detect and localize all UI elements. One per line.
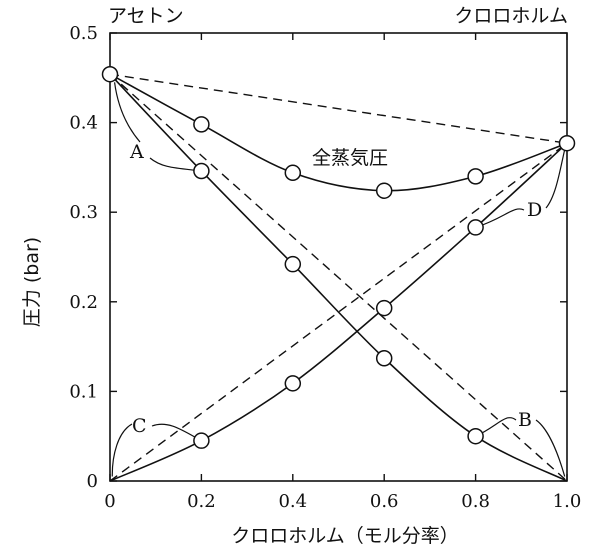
annotation-c-leader-left	[111, 423, 133, 477]
ideal-line-4	[109, 73, 568, 482]
points-layer	[101, 65, 576, 449]
x-tick-label: 0.8	[461, 491, 490, 512]
series-d-point	[375, 299, 393, 317]
x-tick-label: 0.6	[370, 491, 399, 512]
axes-layer: 0 0.2 0.4 0.6 0.8 1.0 0 0.1 0.2 0.3 0.4 0.5	[69, 23, 581, 512]
series-a-point	[284, 255, 302, 273]
annotation-d-leader-right	[545, 149, 566, 209]
x-tick-label: 0	[104, 491, 115, 512]
y-tick-label: 0.5	[69, 23, 98, 44]
series-d-point	[193, 432, 210, 449]
series-a-point	[467, 427, 484, 445]
x-tick-label: 0.4	[278, 491, 307, 512]
total-pressure-point	[467, 168, 484, 185]
plot-frame	[109, 32, 568, 482]
labels-layer: アセトン クロロホルム クロロホルム（モル分率） 圧力 (bar) A B C …	[21, 5, 568, 547]
annotation-d: D	[527, 199, 542, 221]
y-tick-label: 0.3	[69, 202, 98, 223]
total-pressure-point	[193, 116, 210, 133]
y-tick-label: 0	[87, 471, 98, 492]
endpoint-point-1	[558, 134, 576, 152]
series-d-point	[284, 375, 302, 392]
series-a-point	[193, 162, 210, 180]
x-tick-label: 1.0	[553, 491, 582, 512]
series-d-point	[467, 219, 484, 236]
annotation-c: C	[132, 415, 147, 437]
annotation-b: B	[518, 409, 532, 431]
ideal-line-5	[109, 142, 568, 482]
corner-label-right: クロロホルム	[454, 5, 568, 27]
x-tick-label: 0.2	[187, 491, 216, 512]
total-pressure-point	[375, 182, 393, 199]
y-tick-label: 0.1	[69, 381, 98, 402]
annotation-b-leader-right	[535, 419, 566, 477]
x-axis-title: クロロホルム（モル分率）	[231, 525, 459, 547]
y-tick-label: 0.4	[69, 113, 98, 134]
y-tick-label: 0.2	[69, 292, 98, 313]
corner-label-left: アセトン	[108, 5, 184, 27]
ideal-lines-layer	[109, 73, 568, 482]
annotation-total-pressure: 全蒸気圧	[312, 147, 388, 169]
series-a-point	[375, 349, 393, 367]
total-pressure-point	[284, 164, 302, 182]
annotation-a: A	[129, 141, 144, 163]
ideal-line-3	[109, 73, 568, 144]
annotation-a-leader-upper	[113, 82, 141, 143]
y-axis-title: 圧力 (bar)	[21, 237, 43, 327]
endpoint-point-0	[101, 65, 119, 83]
